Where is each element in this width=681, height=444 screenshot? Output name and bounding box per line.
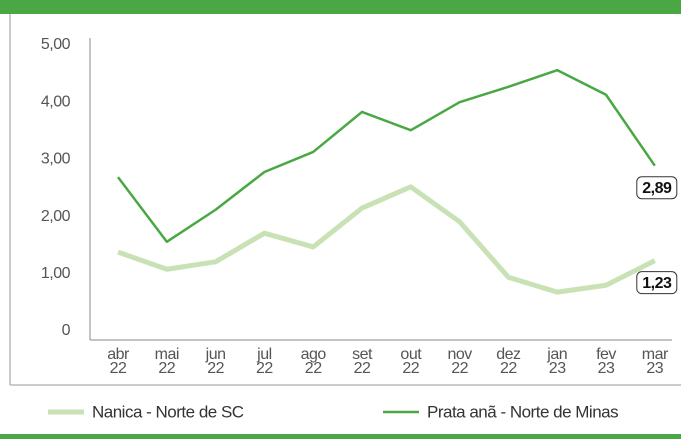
series-line xyxy=(117,184,656,295)
x-tick-label: fev 23 xyxy=(596,346,616,377)
x-tick-label: jun 22 xyxy=(205,346,226,377)
value-label: 2,89 xyxy=(642,180,672,197)
x-tick-label: nov 22 xyxy=(447,346,472,377)
value-label: 1,23 xyxy=(642,275,672,292)
y-tick-label: 5,00 xyxy=(41,36,71,53)
bottom-bar xyxy=(0,434,681,439)
x-tick-label: ago 22 xyxy=(301,346,327,377)
legend-label: Nanica - Norte de SC xyxy=(92,402,244,421)
x-tick-label: dez 22 xyxy=(496,346,521,377)
top-bar xyxy=(0,0,681,14)
y-tick-label: 4,00 xyxy=(41,93,71,110)
y-tick-label: 3,00 xyxy=(41,151,71,168)
x-tick-label: jul 22 xyxy=(256,346,273,377)
series-line xyxy=(117,68,656,244)
x-tick-label: mai 22 xyxy=(155,346,179,377)
legend-label: Prata anã - Norte de Minas xyxy=(427,402,618,421)
x-tick-label: set 22 xyxy=(352,346,373,377)
y-tick-label: 0 xyxy=(62,322,71,339)
x-tick-label: abr 22 xyxy=(107,346,130,377)
y-tick-label: 1,00 xyxy=(41,265,71,282)
x-tick-label: mar 23 xyxy=(642,346,669,377)
value-label-box xyxy=(636,176,678,200)
x-tick-label: jan 23 xyxy=(546,346,567,377)
y-tick-label: 2,00 xyxy=(41,208,71,225)
x-tick-label: out 22 xyxy=(400,346,422,377)
value-label-box xyxy=(636,271,678,295)
